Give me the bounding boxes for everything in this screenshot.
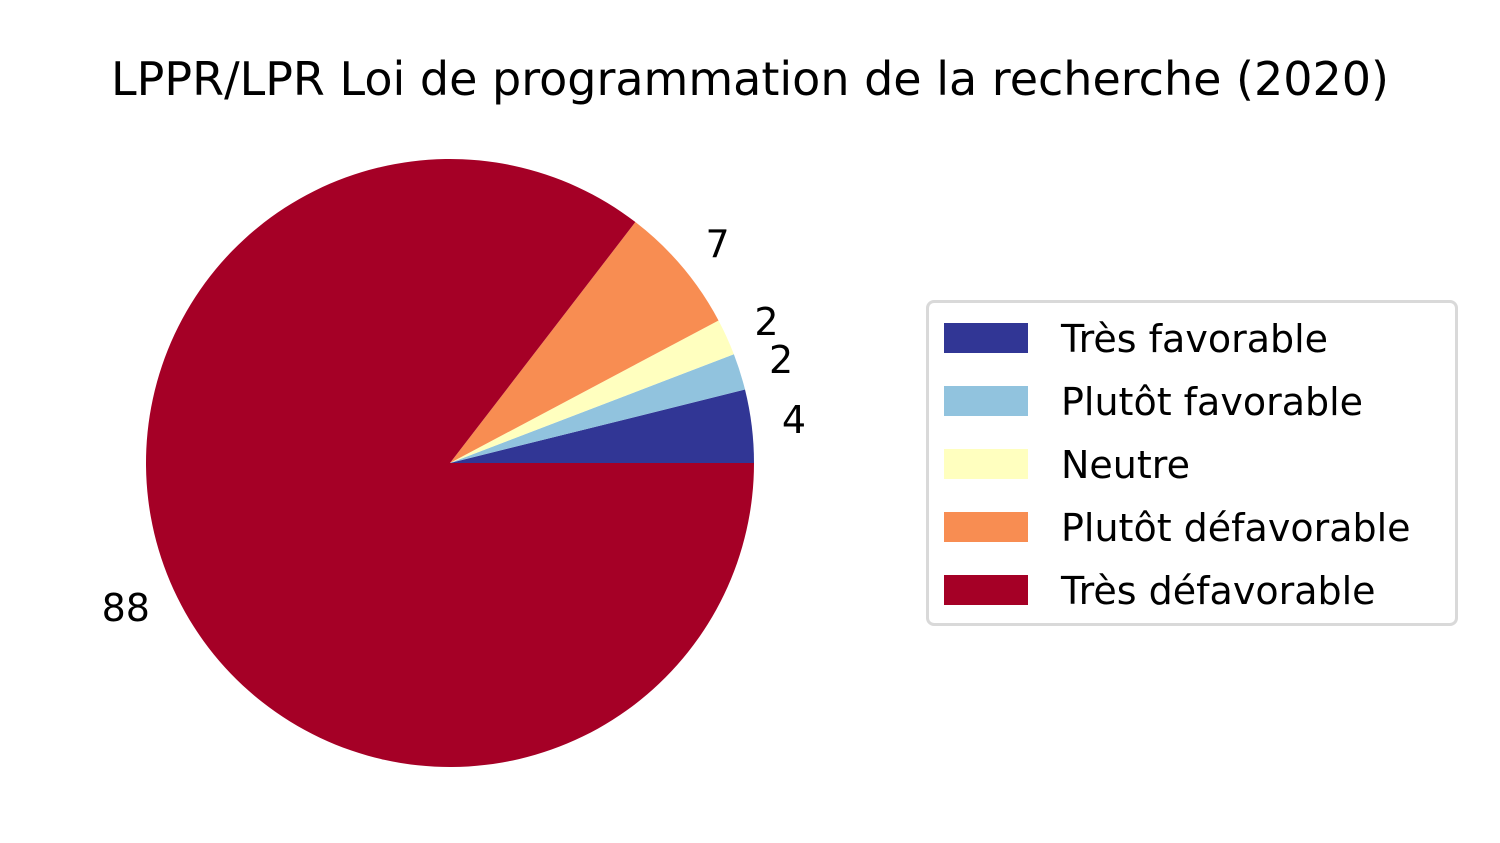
pie-slice-1 (450, 354, 745, 463)
legend-swatch (944, 386, 1028, 416)
legend-swatch (944, 323, 1028, 353)
legend-label: Neutre (1061, 443, 1190, 487)
legend-swatch (944, 449, 1028, 479)
slice-label-1: 2 (769, 338, 793, 382)
legend: Très favorable Plutôt favorable Neutre Plut… (926, 300, 1458, 626)
legend-item: Neutre (929, 439, 1449, 491)
legend-swatch (944, 575, 1028, 605)
slice-label-4: 88 (102, 586, 150, 630)
legend-label: Plutôt défavorable (1061, 506, 1411, 550)
legend-item: Très favorable (929, 313, 1449, 365)
pie-slice-2 (450, 320, 734, 463)
legend-label: Très favorable (1061, 317, 1329, 361)
legend-item: Plutôt favorable (929, 376, 1449, 428)
legend-item: Très défavorable (929, 565, 1449, 617)
pie-slice-4 (146, 159, 754, 768)
slice-label-0: 4 (782, 398, 806, 442)
slice-label-2: 2 (754, 300, 778, 344)
slice-label-3: 7 (705, 223, 729, 267)
legend-item: Plutôt défavorable (929, 502, 1449, 554)
legend-label: Plutôt favorable (1061, 380, 1364, 424)
chart-title: LPPR/LPR Loi de programmation de la rech… (111, 52, 1389, 106)
pie-slice-0 (450, 389, 754, 463)
pie-slices (146, 159, 754, 768)
legend-swatch (944, 512, 1028, 542)
legend-label: Très défavorable (1061, 569, 1376, 613)
pie-slice-3 (450, 222, 719, 463)
